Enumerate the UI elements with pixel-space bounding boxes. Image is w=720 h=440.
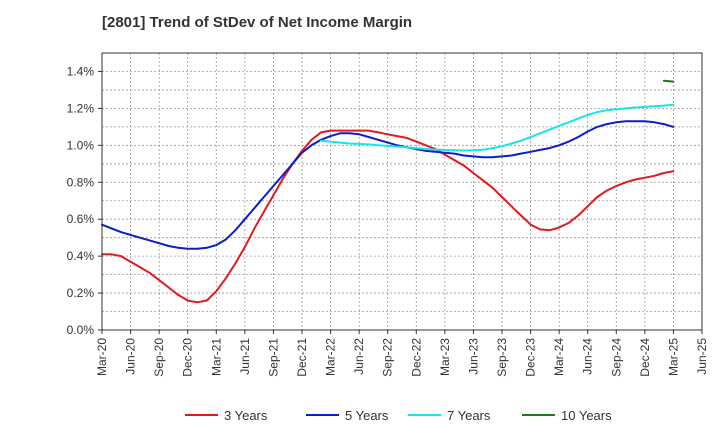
x-tick-label: Mar-20 — [95, 338, 109, 376]
legend-label: 7 Years — [447, 408, 491, 423]
x-tick-label: Sep-24 — [609, 338, 623, 377]
series-line-10-years — [662, 79, 675, 83]
y-tick-label: 0.4% — [67, 249, 95, 263]
y-tick-label: 0.0% — [67, 323, 95, 337]
x-tick-label: Mar-23 — [438, 338, 452, 376]
plot-area — [102, 53, 702, 330]
legend-label: 3 Years — [224, 408, 268, 423]
legend-label: 5 Years — [345, 408, 389, 423]
y-tick-label: 1.4% — [67, 64, 95, 78]
x-tick-label: Sep-20 — [152, 338, 166, 377]
x-tick-label: Jun-23 — [466, 338, 480, 375]
legend-label: 10 Years — [561, 408, 612, 423]
plot-border — [101, 52, 703, 331]
y-tick-label: 1.2% — [67, 101, 95, 115]
x-tick-label: Dec-24 — [638, 338, 652, 377]
x-tick-label: Jun-22 — [352, 338, 366, 375]
x-tick-label: Mar-24 — [552, 338, 566, 376]
x-tick-label: Jun-20 — [124, 338, 138, 375]
series-line-5-years — [101, 120, 675, 250]
x-tick-label: Jun-24 — [581, 338, 595, 375]
x-tick-label: Mar-25 — [666, 338, 680, 376]
x-tick-label: Dec-20 — [181, 338, 195, 377]
x-tick-label: Dec-23 — [524, 338, 538, 377]
x-tick-label: Dec-21 — [295, 338, 309, 377]
chart-title: [2801] Trend of StDev of Net Income Marg… — [102, 14, 413, 31]
x-tick-label: Sep-23 — [495, 338, 509, 377]
y-tick-label: 0.6% — [67, 212, 95, 226]
y-tick-label: 0.2% — [67, 286, 95, 300]
x-tick-label: Jun-25 — [695, 338, 709, 375]
y-tick-label: 1.0% — [67, 138, 95, 152]
y-tick-label: 0.8% — [67, 175, 95, 189]
series-line-3-years — [101, 129, 675, 304]
x-tick-label: Sep-22 — [381, 338, 395, 377]
x-tick-label: Sep-21 — [266, 338, 280, 377]
series-line-7-years — [320, 103, 675, 152]
x-tick-label: Dec-22 — [409, 338, 423, 377]
x-tick-label: Jun-21 — [238, 338, 252, 375]
x-tick-label: Mar-22 — [324, 338, 338, 376]
x-tick-label: Mar-21 — [209, 338, 223, 376]
